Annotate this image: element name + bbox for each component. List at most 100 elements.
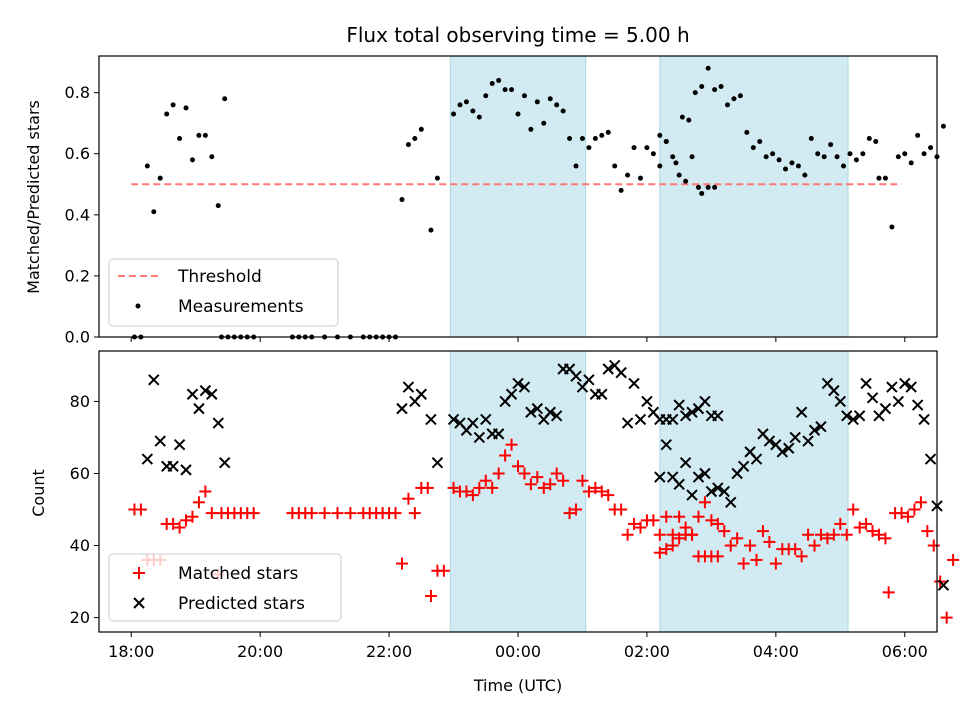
- predicted-star-point: [173, 438, 186, 451]
- predicted-star-point: [199, 384, 212, 397]
- matched-star-point: [763, 535, 776, 548]
- measurement-point: [434, 175, 440, 181]
- measurement-point: [757, 139, 763, 145]
- matched-star-point: [505, 438, 518, 451]
- measurement-point: [776, 157, 782, 163]
- measurement-point: [683, 178, 689, 184]
- y-tick-label: 0.0: [65, 328, 90, 347]
- matched-star-point: [589, 481, 602, 494]
- measurement-point: [860, 151, 866, 157]
- matched-star-point: [814, 528, 827, 541]
- matched-star-point: [557, 474, 570, 487]
- predicted-star-point: [512, 377, 524, 390]
- predicted-star-point: [467, 417, 479, 429]
- measurement-point: [866, 135, 872, 141]
- predicted-star-point: [841, 410, 853, 422]
- matched-star-point: [660, 510, 673, 523]
- matched-star-point: [882, 586, 895, 599]
- matched-star-point: [731, 532, 744, 545]
- matched-star-point: [711, 517, 724, 530]
- predicted-star-point: [905, 381, 917, 393]
- predicted-star-point: [795, 406, 808, 418]
- predicted-star-point: [699, 395, 711, 408]
- predicted-star-point: [660, 438, 672, 451]
- x-tick-label: 18:00: [108, 642, 154, 661]
- predicted-star-point: [473, 431, 486, 444]
- matched-star-point: [789, 543, 802, 556]
- measurement-point: [815, 151, 821, 157]
- matched-star-point: [344, 507, 357, 520]
- measurement-point: [157, 175, 163, 181]
- measurement-point: [183, 105, 189, 111]
- measurement-point: [534, 99, 540, 105]
- predicted-star-point: [518, 381, 531, 393]
- measurement-point: [908, 160, 914, 166]
- predicted-star-point: [847, 413, 859, 426]
- matched-star-point: [395, 557, 408, 570]
- legend-measurements-swatch: [135, 303, 141, 309]
- matched-star-point: [615, 503, 628, 516]
- x-axis-label: Time (UTC): [473, 676, 562, 695]
- y-tick-label: 0.6: [65, 144, 90, 163]
- measurement-point: [940, 123, 946, 129]
- x-tick-label: 02:00: [624, 642, 670, 661]
- shaded-span-2: [659, 350, 849, 633]
- predicted-star-point: [802, 435, 814, 447]
- matched-star-point: [737, 557, 750, 570]
- matched-star-point: [305, 507, 318, 520]
- measurement-point: [789, 160, 795, 166]
- predicted-star-point: [725, 496, 737, 509]
- predicted-star-point: [415, 388, 428, 400]
- ratio-panel-shaded-spans: [449, 55, 849, 338]
- predicted-star-point: [686, 489, 698, 501]
- matched-star-point: [872, 528, 885, 541]
- matched-star-point: [866, 525, 879, 538]
- y-tick-label: 80: [70, 392, 90, 411]
- measurement-point: [834, 154, 840, 160]
- legend-matched-label: Matched stars: [178, 564, 298, 584]
- predicted-star-point: [737, 460, 750, 472]
- measurement-point: [605, 129, 611, 135]
- x-tick-label: 20:00: [237, 642, 283, 661]
- matched-star-point: [518, 467, 531, 480]
- measurement-point: [689, 154, 695, 160]
- measurement-point: [718, 84, 724, 90]
- matched-star-point: [947, 553, 960, 566]
- matched-star-point: [705, 514, 718, 527]
- legend-box: [108, 258, 339, 327]
- matched-star-point: [840, 528, 853, 541]
- predicted-star-point: [531, 402, 544, 415]
- measurement-point: [921, 151, 927, 157]
- measurement-point: [686, 117, 692, 123]
- ratio-panel: 0.00.20.40.60.8 Matched/Predicted stars …: [24, 55, 946, 347]
- predicted-star-point: [712, 482, 724, 494]
- matched-star-point: [628, 517, 641, 530]
- matched-star-point: [711, 550, 724, 563]
- matched-star-point: [531, 471, 544, 484]
- predicted-star-point: [692, 471, 705, 483]
- matched-star-point: [660, 543, 673, 556]
- measurement-point: [405, 142, 411, 148]
- matched-star-point: [186, 510, 199, 523]
- predicted-star-point: [699, 467, 711, 480]
- measurement-point: [847, 151, 853, 157]
- measurement-point: [889, 224, 895, 230]
- matched-star-point: [698, 496, 711, 509]
- measurement-point: [876, 175, 882, 181]
- predicted-star-point: [892, 395, 905, 408]
- predicted-star-point: [911, 399, 924, 411]
- measurement-point: [725, 102, 730, 108]
- measurement-point: [567, 135, 573, 141]
- predicted-star-point: [402, 381, 415, 393]
- predicted-star-point: [718, 485, 730, 498]
- measurement-point: [586, 145, 592, 151]
- predicted-star-point: [937, 579, 950, 591]
- predicted-star-point: [602, 363, 614, 375]
- predicted-star-point: [673, 399, 685, 411]
- measurement-point: [928, 145, 934, 151]
- matched-star-point: [524, 478, 537, 491]
- measurement-point: [521, 93, 527, 99]
- measurement-point: [712, 184, 718, 190]
- measurement-point: [637, 175, 643, 181]
